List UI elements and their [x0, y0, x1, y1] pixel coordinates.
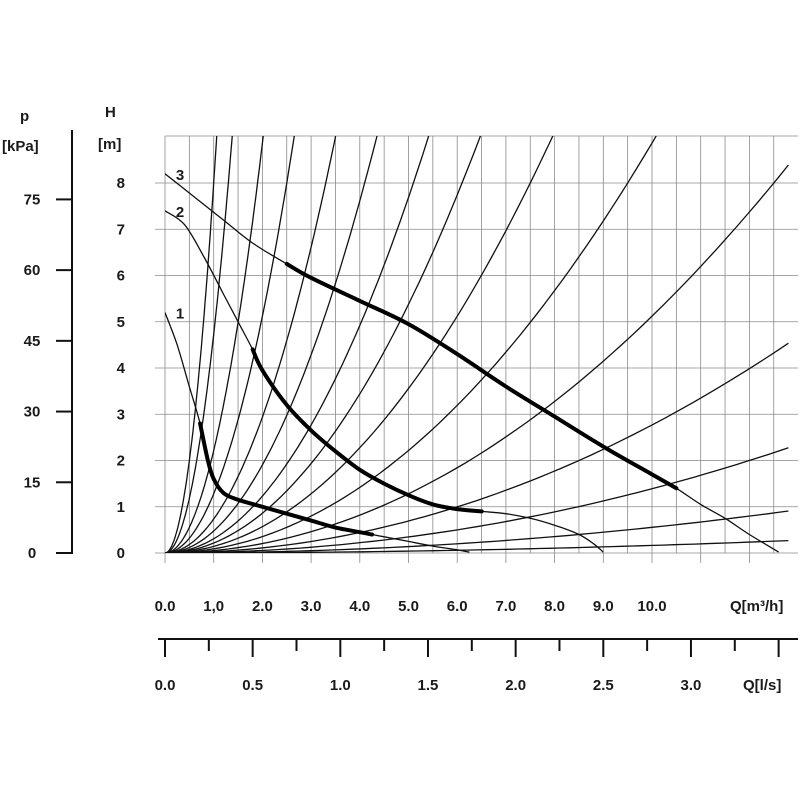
pressure-tick-label: 30: [24, 404, 41, 421]
flow-ls-tick-label: 0.0: [155, 677, 176, 694]
system-curve: [165, 136, 337, 553]
flow-m3h-tick-label: 4.0: [349, 598, 370, 615]
pump-curve-2-operating-range: [250, 347, 484, 514]
flow-m3h-tick-label: 0.0: [155, 598, 176, 615]
flow-m3h-tick-label: 2.0: [252, 598, 273, 615]
flow-m3h-tick-label: 8.0: [544, 598, 565, 615]
system-curve: [165, 136, 264, 553]
pump-curve-3-operating-range: [284, 261, 679, 491]
flow-ls-tick-label: 2.5: [593, 677, 614, 694]
system-curve: [165, 510, 789, 553]
head-tick-label: 0: [117, 545, 125, 562]
head-axis-label: H: [105, 104, 116, 121]
head-tick-label: 1: [117, 499, 125, 516]
flow-m3h-tick-label: 1,0: [203, 598, 224, 615]
pump-curve-label-3: 3: [176, 167, 184, 184]
flow-ls-tick-label: 3.0: [681, 677, 702, 694]
system-curve: [165, 136, 657, 553]
flow-ls-tick-label: 0.5: [242, 677, 263, 694]
head-tick-label: 5: [117, 314, 125, 331]
system-curve: [165, 136, 233, 553]
pump-curve-label-2: 2: [176, 204, 184, 221]
head-tick-label: 4: [117, 360, 126, 377]
flow-ls-tick-label: 2.0: [505, 677, 526, 694]
pressure-axis-label: p: [20, 108, 29, 125]
system-curve: [165, 342, 789, 553]
flow-axis-ls-unit: Q[l/s]: [743, 677, 781, 694]
pressure-tick-label: 15: [24, 474, 41, 491]
system-curve: [165, 447, 789, 553]
head-tick-label: 6: [117, 268, 125, 285]
flow-ls-tick-label: 1.0: [330, 677, 351, 694]
head-tick-label: 2: [117, 453, 125, 470]
grid: [155, 135, 798, 563]
flow-m3h-tick-label: 3.0: [301, 598, 322, 615]
pump-curve-label-1: 1: [176, 306, 184, 323]
pump-curves: [165, 173, 779, 553]
flow-ls-tick-label: 1.5: [418, 677, 439, 694]
system-curve: [165, 136, 378, 553]
pressure-tick-label: 0: [28, 545, 36, 562]
system-curve: [165, 136, 554, 553]
system-curve: [165, 136, 295, 553]
system-curve: [165, 539, 789, 553]
flow-m3h-tick-label: 5.0: [398, 598, 419, 615]
head-tick-label: 8: [117, 175, 125, 192]
system-curve: [165, 136, 482, 553]
labels: p [kPa] H [m] Q[m³/h] Q[l/s] 0123456780.…: [2, 104, 798, 694]
pump-curve-1: [165, 312, 470, 553]
pressure-tick-label: 60: [24, 262, 41, 279]
pump-curve-1-operating-range: [198, 421, 374, 537]
head-axis-unit: [m]: [98, 136, 121, 153]
flow-axis-m3h-unit: Q[m³/h]: [730, 598, 783, 615]
system-curve: [165, 136, 218, 553]
flow-m3h-tick-label: 7.0: [495, 598, 516, 615]
flow-m3h-tick-label: 9.0: [593, 598, 614, 615]
pressure-tick-label: 45: [24, 333, 41, 350]
pressure-tick-label: 75: [24, 191, 41, 208]
head-tick-label: 3: [117, 406, 125, 423]
flow-m3h-tick-label: 10.0: [637, 598, 666, 615]
head-tick-label: 7: [117, 221, 125, 238]
system-curve: [165, 164, 789, 553]
system-curves: [165, 136, 789, 553]
flow-m3h-tick-label: 6.0: [447, 598, 468, 615]
pressure-axis-unit: [kPa]: [2, 138, 39, 155]
system-curve: [165, 136, 430, 553]
